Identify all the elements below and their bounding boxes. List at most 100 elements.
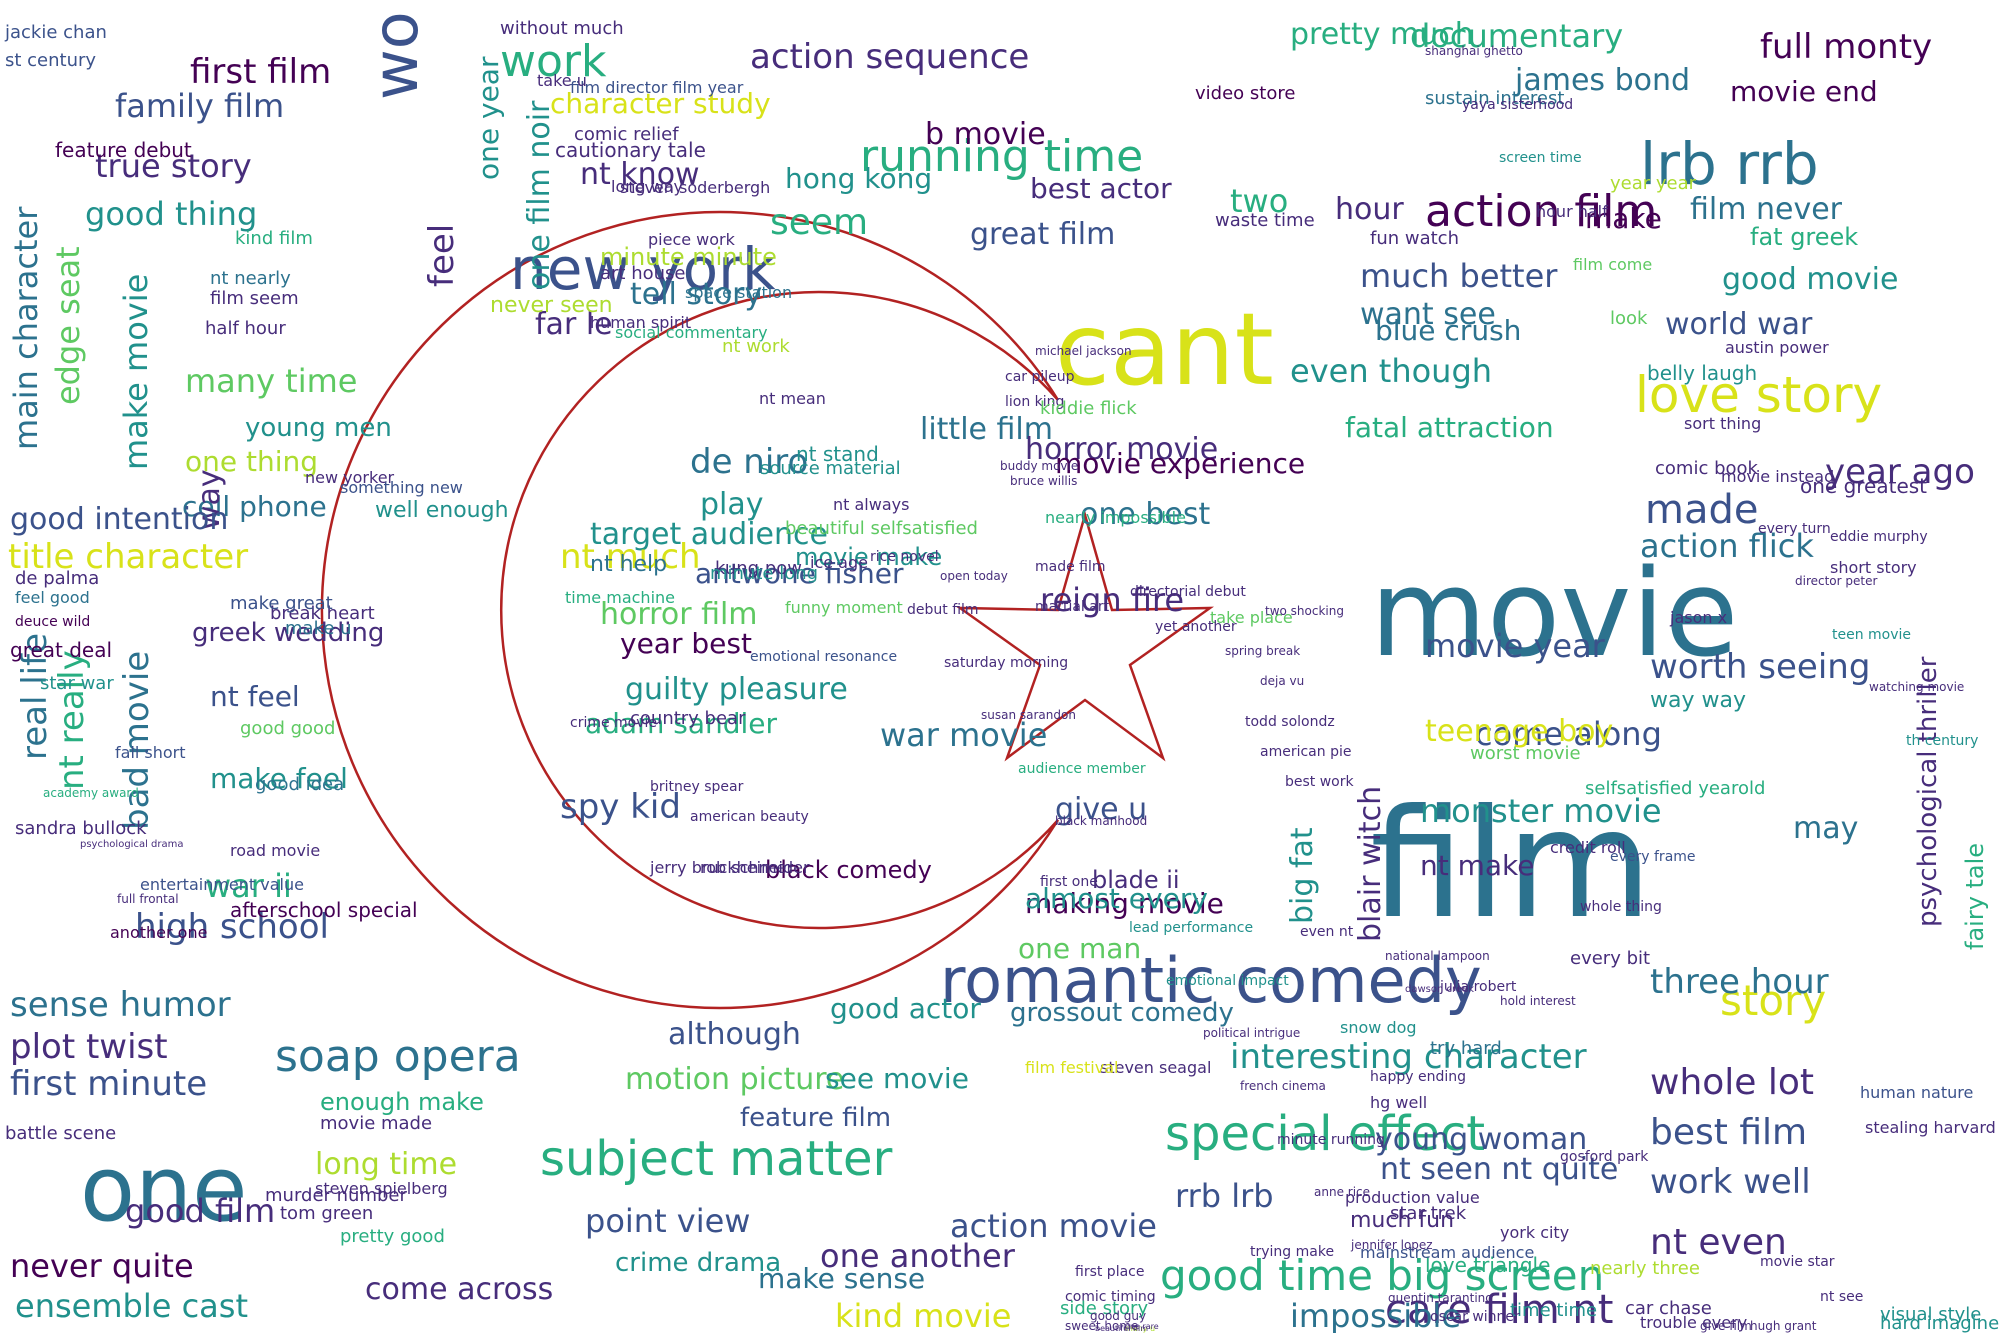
- word-cloud-word: time machine: [565, 588, 675, 607]
- word-cloud-word: film come: [1573, 255, 1653, 274]
- word-cloud-word: come along: [1475, 715, 1662, 753]
- word-cloud-word: whole lot: [1650, 1062, 1815, 1103]
- word-cloud-word: good guy: [1090, 1309, 1147, 1323]
- word-cloud-word: piece work: [648, 230, 735, 249]
- word-cloud-word: almost every: [1025, 882, 1208, 915]
- word-cloud-word: trying make: [1250, 1244, 1335, 1260]
- word-cloud-word: screen time: [1499, 150, 1582, 166]
- word-cloud-word: todd solondz: [1245, 714, 1335, 730]
- word-cloud-word: see movie: [825, 1062, 969, 1095]
- word-cloud-word: political intrigue: [1203, 1026, 1301, 1040]
- word-cloud-word: stealing harvard: [1865, 1118, 1996, 1137]
- word-cloud-word: take u: [537, 71, 587, 90]
- word-cloud-word: york city: [1500, 1223, 1570, 1242]
- word-cloud-word: austin power: [1725, 338, 1829, 357]
- word-cloud-word: human nature: [1860, 1083, 1974, 1102]
- word-cloud-word: cautionary tale: [555, 138, 706, 162]
- word-cloud-word: made: [1645, 487, 1759, 533]
- word-cloud-word: character study: [550, 87, 771, 120]
- word-cloud-word: steven spielberg: [315, 1179, 448, 1198]
- word-cloud-word: american beauty: [690, 809, 809, 825]
- word-cloud-word: julia robert: [1440, 979, 1517, 995]
- word-cloud-word: st century: [5, 50, 97, 71]
- word-cloud-word: black comedy: [765, 856, 932, 884]
- word-cloud-word: blue crush: [1375, 314, 1522, 347]
- word-cloud-word: main character: [7, 206, 45, 450]
- word-cloud-word: steven seagal: [1100, 1058, 1212, 1077]
- word-cloud-word: first one: [1040, 874, 1098, 890]
- word-cloud-word: tell story: [630, 277, 763, 312]
- word-cloud-word: year ago: [1825, 452, 1975, 492]
- word-cloud-word: star trek: [1390, 1203, 1467, 1224]
- word-cloud-word: rob schneider: [700, 858, 810, 877]
- word-cloud-word: many u: [1125, 1324, 1156, 1333]
- word-cloud-word: movie end: [1730, 75, 1878, 108]
- word-cloud-word: work: [500, 36, 607, 87]
- word-cloud-word: guilty pleasure: [625, 672, 848, 707]
- word-cloud-word: motion picture: [625, 1062, 845, 1097]
- word-cloud-word: war ii: [205, 867, 292, 905]
- word-cloud-word: young men: [245, 413, 392, 443]
- word-cloud-word: academy award: [43, 786, 139, 800]
- word-cloud-word: make feel: [210, 762, 348, 795]
- word-cloud-word: video store: [1195, 83, 1296, 104]
- word-cloud-word: sort thing: [1684, 414, 1762, 433]
- word-cloud-word: movie year: [1425, 627, 1605, 665]
- word-cloud-word: french cinema: [1240, 1079, 1326, 1093]
- word-cloud-word: many time: [185, 362, 358, 400]
- word-cloud-word: nt seen nt quite: [1380, 1152, 1619, 1187]
- word-cloud-word: funny moment: [785, 598, 903, 617]
- word-cloud-word: credit roll: [1550, 838, 1626, 857]
- word-cloud-word: far le: [535, 307, 613, 342]
- word-cloud-word: film never: [1690, 192, 1843, 227]
- word-cloud-word: film: [1370, 778, 1653, 952]
- word-cloud-word: long time: [315, 1147, 458, 1182]
- word-cloud-word: action sequence: [750, 37, 1030, 77]
- word-cloud-word: running time: [860, 131, 1144, 182]
- word-cloud-word: make movie: [117, 273, 155, 470]
- word-cloud-word: murder number: [265, 1185, 407, 1206]
- word-cloud-word: minute minute: [600, 243, 777, 271]
- word-cloud-word: story: [1720, 976, 1827, 1025]
- word-cloud-word: soap opera: [275, 1031, 521, 1082]
- word-cloud-word: cant: [1055, 291, 1274, 408]
- word-cloud-word: great deal: [10, 638, 113, 662]
- word-cloud-word: edge seat: [49, 246, 87, 405]
- word-cloud-word: much better: [1360, 257, 1558, 295]
- word-cloud-word: emotional resonance: [750, 649, 898, 665]
- word-cloud-word: feature film: [740, 1103, 892, 1133]
- word-cloud-word: make sense: [758, 1262, 926, 1295]
- word-cloud-word: afterschool special: [230, 898, 418, 922]
- word-cloud-word: impossible: [1290, 1297, 1462, 1333]
- word-cloud-word: spy kid: [560, 787, 681, 827]
- word-cloud-word: fatal attraction: [1345, 411, 1554, 444]
- word-cloud-word: american pie: [1260, 744, 1352, 760]
- word-cloud-word: high school: [135, 907, 329, 947]
- word-cloud-word: good good: [240, 718, 336, 739]
- word-cloud-word: hour: [1335, 192, 1404, 227]
- word-cloud-word: care film nt: [1385, 1287, 1614, 1333]
- word-cloud-word: happy ending: [1370, 1069, 1466, 1085]
- word-cloud-word: open today: [940, 569, 1008, 583]
- word-cloud-word: saturday morning: [944, 655, 1069, 671]
- word-cloud-word: country bear: [630, 708, 746, 729]
- word-cloud-word: buddy movie: [1000, 459, 1079, 473]
- word-cloud-word: action movie: [950, 1207, 1157, 1245]
- word-cloud-word: deuce wild: [15, 614, 91, 630]
- word-cloud-word: one another: [820, 1237, 1015, 1275]
- word-cloud-word: antwone fisher: [695, 557, 904, 590]
- word-cloud-word: side story: [1060, 1298, 1149, 1319]
- word-cloud-word: nt nearly: [210, 268, 291, 289]
- word-cloud-word: pretty much: [1290, 17, 1474, 52]
- word-cloud-word: jerry bruckheimer: [650, 858, 794, 877]
- word-cloud-word: one best: [1080, 497, 1211, 532]
- word-cloud-word: family film: [115, 87, 285, 125]
- word-cloud-word: good movie: [1722, 262, 1899, 297]
- word-cloud-word: shanghai ghetto: [1425, 44, 1523, 58]
- word-cloud-word: film festival: [1025, 1058, 1119, 1077]
- word-cloud-word: long way: [611, 177, 683, 196]
- word-cloud-word: best actor: [1030, 172, 1172, 205]
- word-cloud-word: time time: [1510, 1300, 1598, 1321]
- word-cloud-word: mainstream audience: [1360, 1243, 1535, 1262]
- word-cloud-word: plot twist: [10, 1027, 168, 1067]
